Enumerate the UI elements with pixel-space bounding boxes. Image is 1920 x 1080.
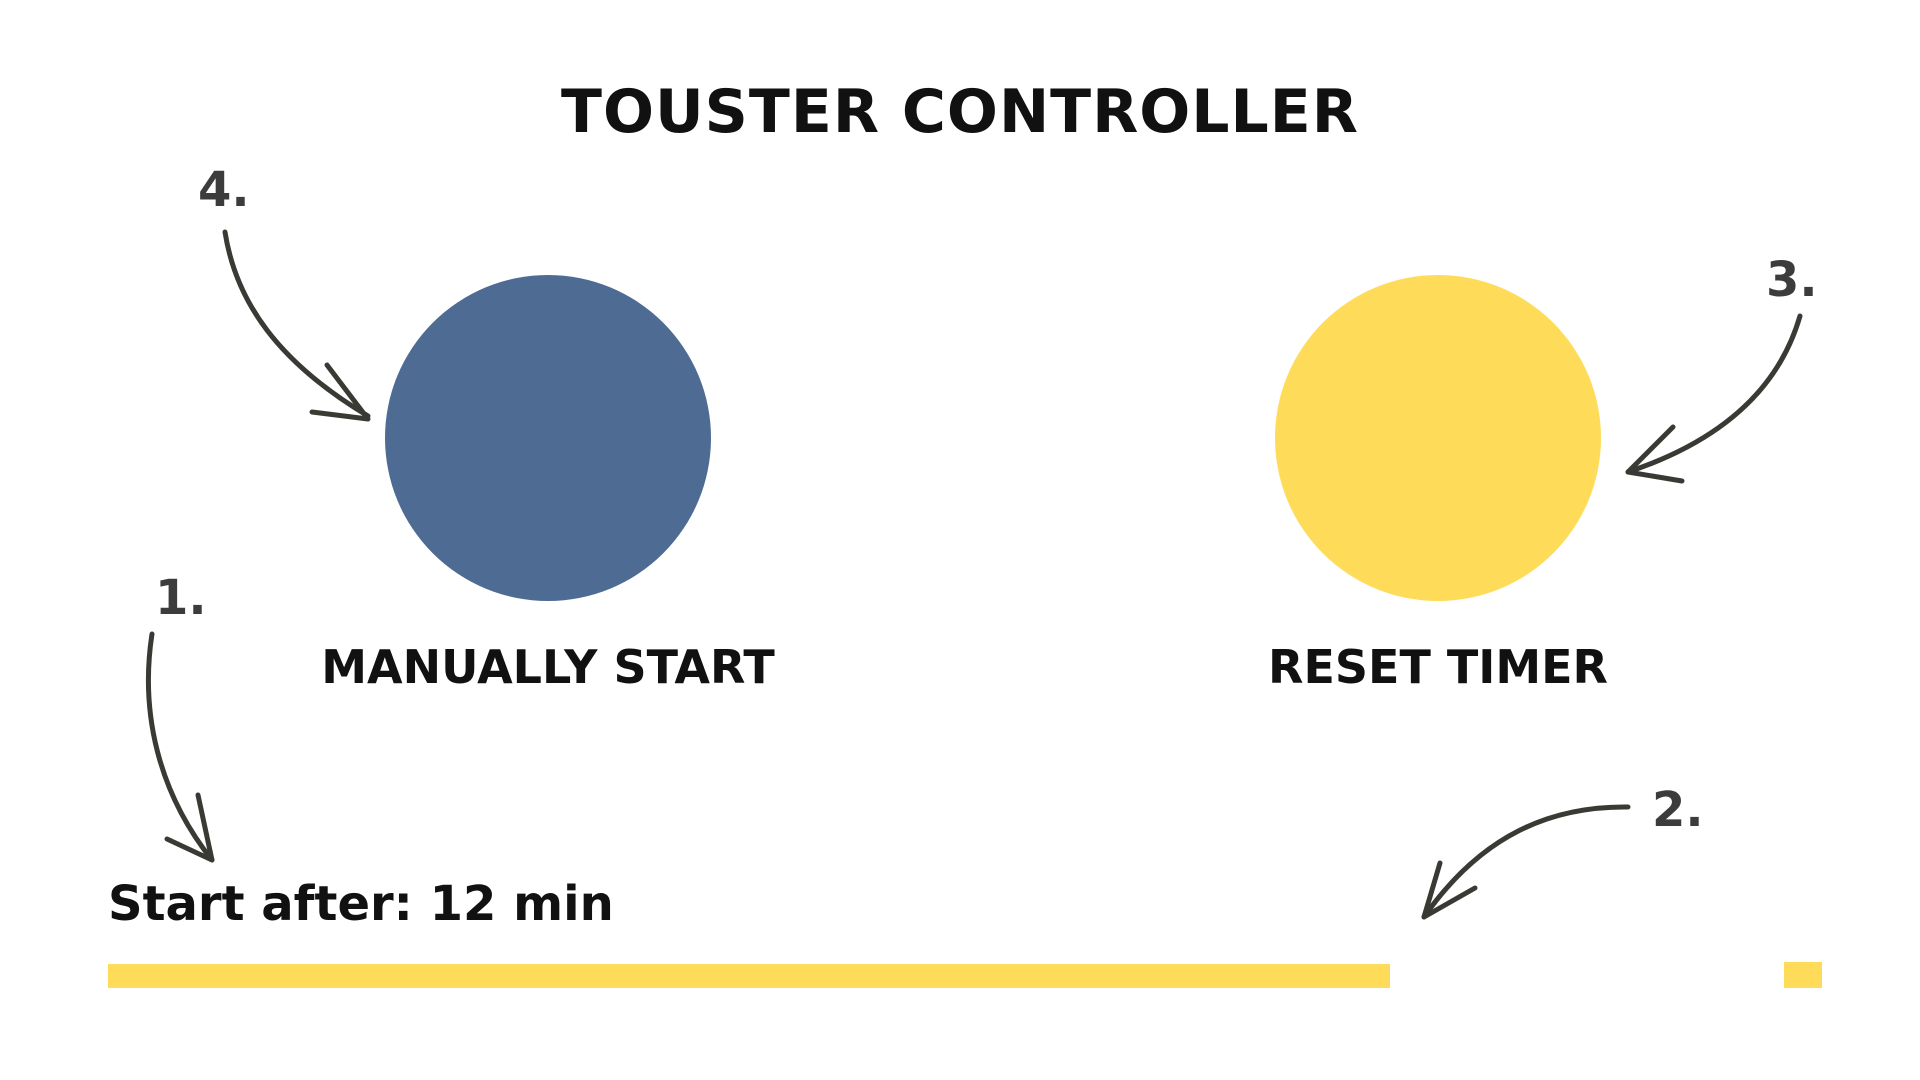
reset-timer-label: RESET TIMER [1268,640,1608,694]
arrow-icon-step-2 [1421,804,1631,920]
page-title: TOUSTER CONTROLLER [561,77,1359,147]
step-2-number: 2. [1652,782,1704,838]
step-3-number: 3. [1766,252,1818,308]
manually-start-label: MANUALLY START [321,640,775,694]
arrow-icon-step-3 [1625,313,1803,484]
reset-timer-button[interactable] [1275,275,1601,601]
arrow-icon-step-4 [222,229,371,422]
step-4-number: 4. [198,162,250,218]
arrow-icon-step-1 [145,631,215,863]
timer-progress-bar[interactable] [108,962,1822,988]
manually-start-button[interactable] [385,275,711,601]
timer-end-marker [1784,962,1822,988]
timer-progress-fill [108,964,1391,988]
step-1-number: 1. [155,570,207,626]
start-delay-label: Start after: 12 min [108,876,614,932]
